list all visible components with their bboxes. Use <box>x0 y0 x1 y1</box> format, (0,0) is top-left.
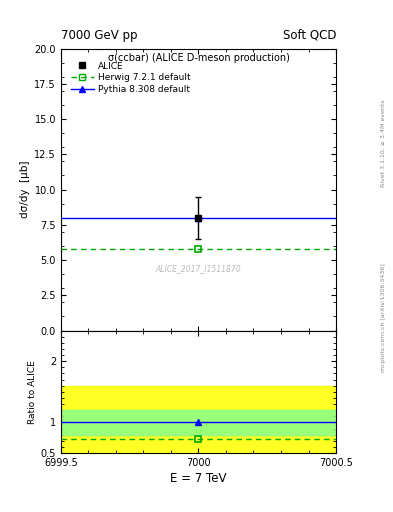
Text: σ(ccbar) (ALICE D-meson production): σ(ccbar) (ALICE D-meson production) <box>108 53 289 63</box>
Bar <box>61 410 336 435</box>
X-axis label: E = 7 TeV: E = 7 TeV <box>170 472 227 485</box>
Y-axis label: dσ/dy  [μb]: dσ/dy [μb] <box>20 161 30 218</box>
Text: Rivet 3.1.10, ≥ 3.4M events: Rivet 3.1.10, ≥ 3.4M events <box>381 99 386 187</box>
Text: Soft QCD: Soft QCD <box>283 29 336 42</box>
Text: mcplots.cern.ch [arXiv:1306.3436]: mcplots.cern.ch [arXiv:1306.3436] <box>381 263 386 372</box>
Y-axis label: Ratio to ALICE: Ratio to ALICE <box>28 360 37 424</box>
Bar <box>61 386 336 459</box>
Text: ALICE_2017_I1511870: ALICE_2017_I1511870 <box>156 264 241 273</box>
Legend: ALICE, Herwig 7.2.1 default, Pythia 8.308 default: ALICE, Herwig 7.2.1 default, Pythia 8.30… <box>71 61 191 94</box>
Text: 7000 GeV pp: 7000 GeV pp <box>61 29 138 42</box>
